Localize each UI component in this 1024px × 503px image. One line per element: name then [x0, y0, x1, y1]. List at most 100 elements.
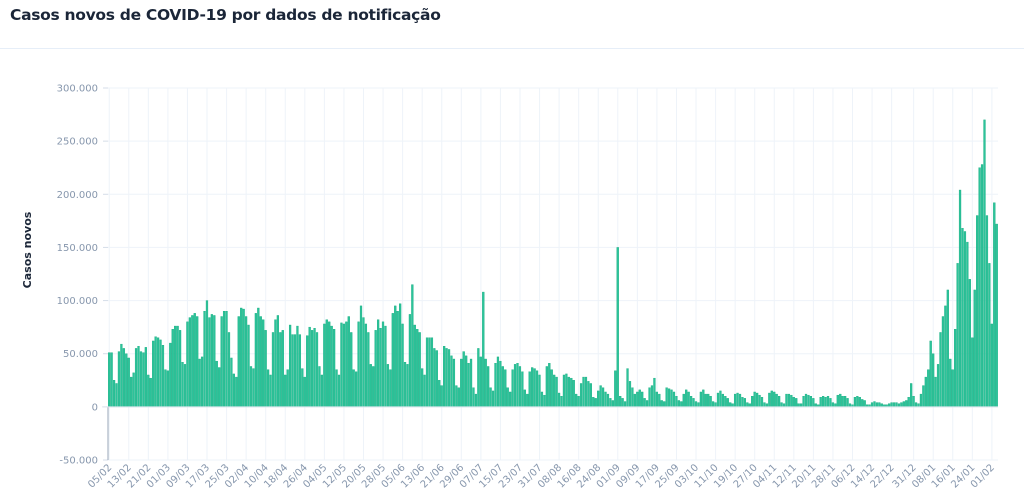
bar	[266, 369, 270, 408]
bar	[944, 305, 947, 408]
bar	[812, 398, 815, 408]
bar	[259, 316, 262, 408]
bar	[941, 316, 945, 408]
bar	[330, 325, 333, 408]
bar	[873, 401, 876, 408]
bar	[645, 400, 649, 408]
bar	[377, 319, 380, 408]
bar	[711, 401, 715, 408]
bar	[218, 367, 221, 408]
bar	[242, 308, 245, 408]
bar	[523, 389, 526, 408]
bar	[320, 374, 324, 408]
bar	[137, 346, 140, 408]
bar	[819, 397, 822, 408]
bar	[988, 263, 991, 408]
bar	[807, 394, 810, 408]
bar	[667, 388, 671, 408]
bar	[399, 303, 402, 408]
bar	[822, 396, 825, 408]
bar	[675, 396, 678, 408]
bar	[237, 316, 240, 408]
bar	[721, 393, 725, 408]
bar	[956, 263, 959, 408]
bar	[276, 315, 280, 408]
bar	[494, 363, 497, 408]
bar	[599, 385, 602, 408]
bar	[863, 400, 866, 408]
bar	[597, 390, 600, 408]
bar	[621, 398, 624, 408]
bar	[296, 325, 299, 408]
bar	[677, 400, 680, 408]
bar	[335, 369, 338, 408]
bar	[313, 328, 316, 408]
bar	[912, 396, 915, 408]
bar	[213, 315, 216, 408]
bar	[753, 391, 756, 408]
bar	[770, 390, 773, 408]
bar	[240, 307, 243, 408]
bar	[144, 347, 147, 408]
bar	[936, 364, 940, 408]
bar	[861, 399, 864, 408]
bar	[844, 396, 847, 408]
bar	[479, 356, 482, 408]
bar	[892, 402, 896, 408]
bar	[980, 164, 984, 408]
bar	[489, 387, 492, 408]
bar	[927, 369, 930, 408]
bar	[178, 330, 182, 408]
bar	[347, 316, 350, 408]
bar	[736, 392, 739, 408]
bar	[545, 366, 548, 408]
bar	[134, 348, 138, 408]
bar	[310, 330, 314, 408]
bar	[306, 335, 309, 408]
bar	[555, 376, 558, 408]
bar	[386, 364, 390, 408]
bar	[513, 364, 517, 408]
bar	[477, 348, 480, 408]
bar	[824, 397, 827, 408]
bar	[127, 357, 130, 408]
bar	[990, 323, 993, 408]
bar	[616, 247, 619, 408]
bar	[308, 326, 311, 408]
bar	[274, 319, 277, 408]
bar	[406, 364, 409, 408]
bar	[954, 329, 957, 408]
bar	[528, 371, 531, 408]
bar	[120, 343, 123, 408]
bar	[780, 402, 783, 408]
y-tick-label: 100.000	[57, 296, 98, 307]
bar	[440, 385, 443, 408]
bar	[425, 337, 429, 408]
bar	[342, 323, 346, 408]
bar	[506, 387, 509, 408]
bar	[139, 351, 143, 408]
bar	[188, 317, 191, 408]
y-tick-label: -50.000	[59, 456, 98, 467]
bar	[315, 332, 319, 408]
bar	[381, 321, 385, 408]
bar	[663, 401, 666, 408]
bar	[337, 374, 341, 408]
bar	[895, 402, 898, 408]
bar	[609, 398, 612, 408]
bar	[985, 215, 989, 408]
bar	[149, 377, 152, 408]
bar	[707, 393, 710, 408]
bar	[773, 391, 776, 408]
bar	[643, 398, 646, 408]
bar	[763, 402, 766, 408]
bar	[653, 377, 656, 408]
bar	[846, 398, 849, 408]
bar	[929, 340, 932, 408]
bar	[511, 369, 514, 408]
bar	[374, 330, 377, 408]
bar	[575, 393, 578, 408]
bar	[200, 356, 204, 408]
bar	[220, 316, 223, 408]
